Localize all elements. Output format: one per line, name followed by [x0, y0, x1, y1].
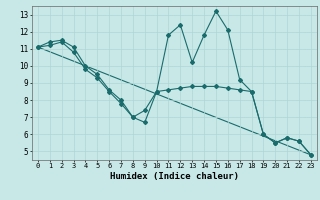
X-axis label: Humidex (Indice chaleur): Humidex (Indice chaleur) [110, 172, 239, 181]
